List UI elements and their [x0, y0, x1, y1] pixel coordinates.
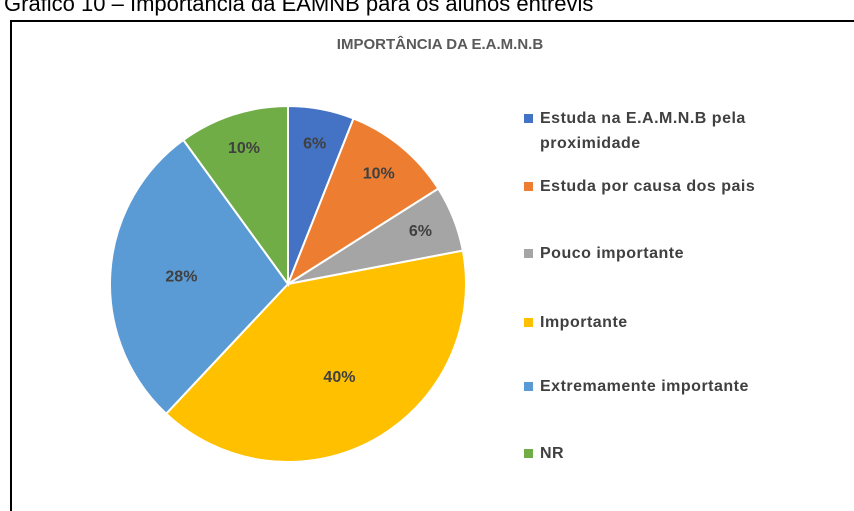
pie-slice — [164, 249, 467, 463]
legend-swatch — [524, 114, 533, 123]
legend-entry: Estuda na E.A.M.N.B pela proximidade — [524, 106, 840, 156]
data-label: 6% — [303, 135, 326, 152]
legend-label: Extremamente importante — [540, 378, 749, 395]
legend-entry: NR — [524, 441, 840, 466]
legend-entry: Importante — [524, 310, 840, 335]
legend-label: Estuda por causa dos pais — [540, 178, 756, 195]
legend-swatch — [524, 318, 533, 327]
legend-entry: Estuda por causa dos pais — [524, 174, 840, 199]
pie-slice — [285, 117, 440, 287]
chart-title: IMPORTÂNCIA DA E.A.M.N.B — [337, 35, 544, 53]
legend-swatch — [524, 182, 533, 191]
legend-swatch — [524, 249, 533, 258]
legend-swatch — [524, 449, 533, 458]
data-label: 6% — [409, 223, 432, 240]
data-label: 10% — [363, 165, 395, 182]
data-label: 40% — [323, 369, 355, 386]
pie-slice — [109, 138, 290, 416]
pie-slice — [181, 104, 289, 288]
legend-label: NR — [540, 445, 565, 462]
legend-label: Estuda na E.A.M.N.B pela proximidade — [540, 110, 746, 152]
legend-label: Pouco importante — [540, 245, 685, 262]
caption: Gráfico 10 – Importância da EAMNB para o… — [4, 0, 594, 16]
data-label: 28% — [165, 269, 197, 286]
chart-frame — [10, 20, 854, 511]
legend-entry: Pouco importante — [524, 241, 840, 266]
legend-swatch — [524, 382, 533, 391]
legend-label: Importante — [540, 314, 628, 331]
data-label: 10% — [228, 140, 260, 157]
legend-entry: Extremamente importante — [524, 374, 840, 399]
